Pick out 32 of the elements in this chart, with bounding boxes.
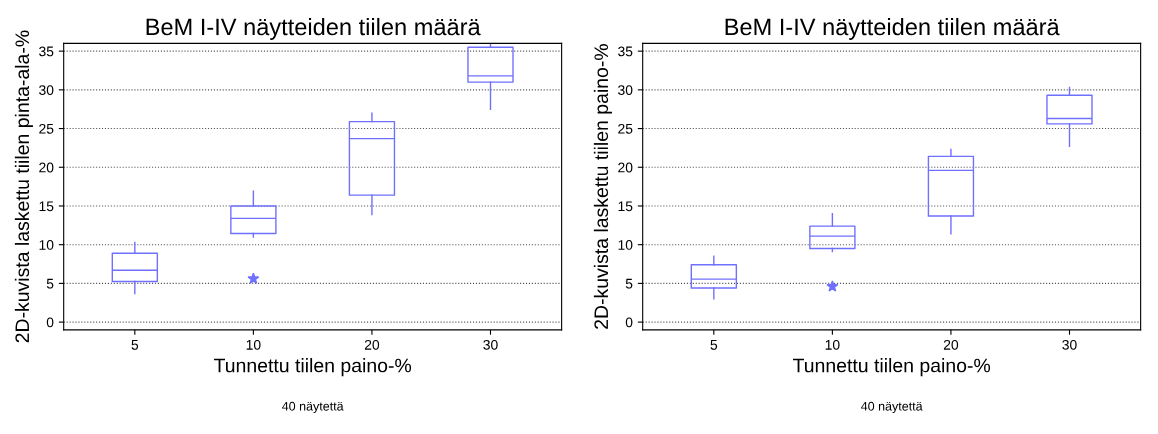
x-tick-label: 20 [943, 339, 959, 350]
x-tick-label: 10 [825, 339, 840, 350]
x-axis-title: Tunnettu tiilen paino-% [214, 358, 412, 377]
y-tick-label: 30 [39, 85, 54, 96]
x-tick-label: 5 [131, 340, 139, 350]
x-tick-label: 30 [483, 339, 498, 350]
chart-title: BeM I-IV näytteiden tiilen määrä [725, 17, 1060, 40]
y-axis-title: 2D-kuvista laskettu tiilen pinta-ala-% [14, 30, 33, 343]
y-tick-label: 15 [618, 201, 633, 212]
y-tick-label: 35 [39, 46, 54, 57]
y-tick-label: 0 [46, 317, 54, 328]
y-tick-label: 10 [618, 240, 633, 250]
y-tick-label: 15 [39, 201, 54, 212]
y-tick-label: 20 [618, 162, 633, 173]
chart-title: BeM I-IV näytteiden tiilen määrä [146, 17, 481, 40]
y-tick-label: 10 [39, 240, 54, 250]
text: 40 näytettä [282, 401, 344, 414]
x-tick-label: 20 [364, 339, 380, 350]
x-axis-title: Tunnettu tiilen paino-% [793, 358, 991, 377]
x-tick-label: 5 [710, 340, 718, 350]
y-tick-label: 35 [618, 46, 633, 57]
y-tick-label: 0 [625, 317, 633, 328]
y-tick-label: 20 [39, 162, 54, 173]
y-tick-label: 25 [618, 123, 633, 134]
x-tick-label: 30 [1062, 339, 1077, 350]
y-tick-label: 5 [625, 278, 633, 289]
x-tick-label: 10 [246, 339, 261, 350]
text: 40 näytettä [861, 401, 923, 414]
y-tick-label: 25 [39, 123, 54, 134]
y-tick-label: 5 [46, 278, 54, 289]
y-tick-label: 30 [618, 85, 633, 96]
y-axis-title: 2D-kuvista laskettu tiilen paino-% [593, 44, 612, 329]
